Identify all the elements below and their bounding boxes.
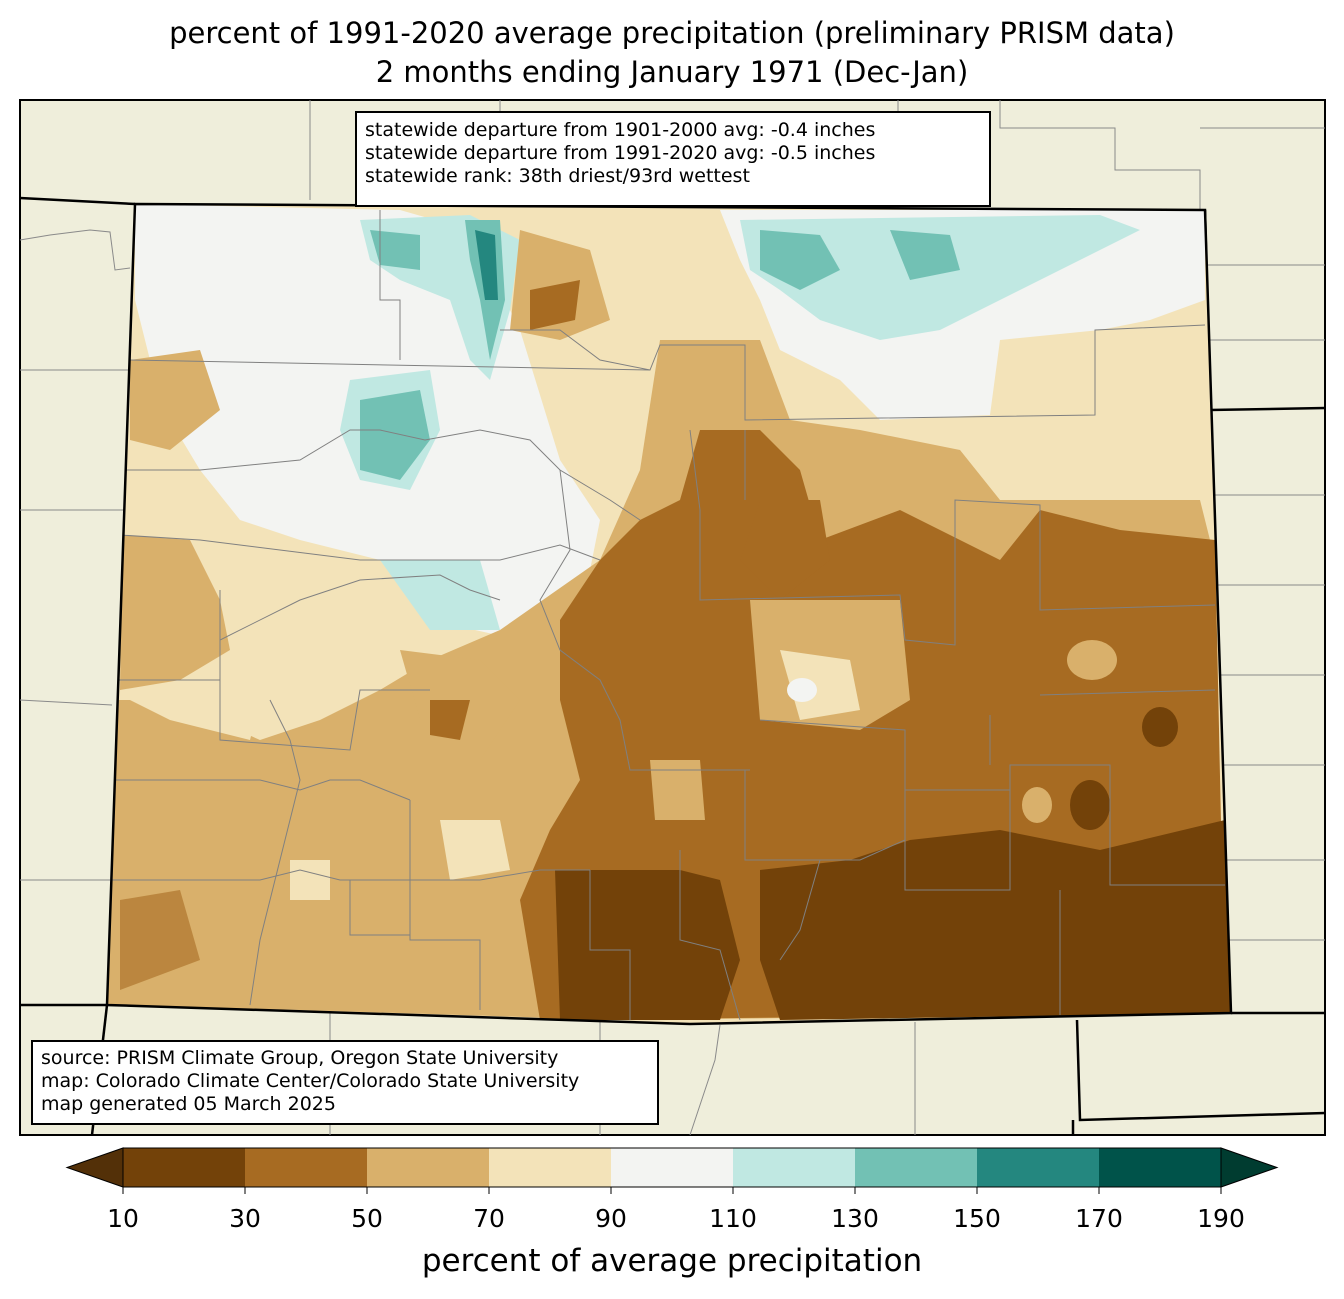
source-line2: map: Colorado Climate Center/Colorado St… [41,1070,580,1092]
colorbar-segment [245,1148,368,1187]
precipitation-field [107,204,1231,1024]
county-lines [107,210,1225,1021]
colorbar-segment [977,1148,1100,1187]
colorbar-tick-label: 150 [953,1204,1001,1233]
colorbar-outline [122,1147,1222,1188]
stats-line2: statewide departure from 1991-2020 avg: … [365,142,876,164]
colorbar-under-arrow [65,1147,124,1188]
colorbar-segment [367,1148,490,1187]
colorbar-tick-label: 70 [473,1204,505,1233]
source-line1: source: PRISM Climate Group, Oregon Stat… [41,1047,559,1069]
colorbar-segment [611,1148,734,1187]
colorado-border [105,202,1233,1026]
stats-line3: statewide rank: 38th driest/93rd wettest [365,165,750,187]
colorbar-segment [855,1148,978,1187]
colorbar-tick-label: 30 [229,1204,261,1233]
colorbar-segment [489,1148,612,1187]
stats-line1: statewide departure from 1901-2000 avg: … [365,119,876,141]
colorbar-tick-label: 130 [831,1204,879,1233]
map-title-line1: percent of 1991-2020 average precipitati… [169,16,1175,50]
source-box: source: PRISM Climate Group, Oregon Stat… [31,1040,659,1125]
colorbar-tick-label: 170 [1075,1204,1123,1233]
source-line3: map generated 05 March 2025 [41,1093,336,1115]
colorbar-tick-label: 10 [107,1204,139,1233]
colorbar-tick-label: 190 [1197,1204,1245,1233]
statewide-stats-box: statewide departure from 1901-2000 avg: … [355,111,991,207]
colorbar-segment [1099,1148,1222,1187]
colorbar-over-arrow [1220,1147,1279,1188]
colorbar-tick-label: 90 [595,1204,627,1233]
colorbar-tick-label: 110 [709,1204,757,1233]
colorbar-segment [733,1148,856,1187]
map-title-line2: 2 months ending January 1971 (Dec-Jan) [375,55,969,89]
colorbar-label: percent of average precipitation [421,1243,923,1279]
colorbar-segment [123,1148,246,1187]
colorbar [65,1147,1279,1194]
colorbar-tick-label: 50 [351,1204,383,1233]
